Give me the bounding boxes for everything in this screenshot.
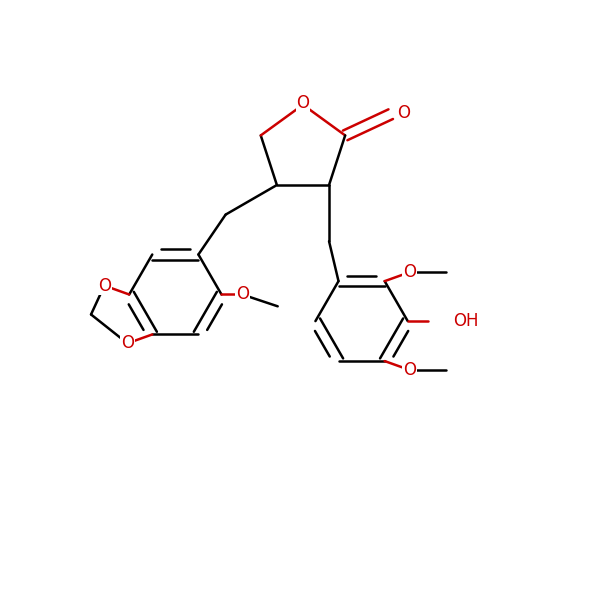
Text: O: O xyxy=(296,94,310,112)
Text: O: O xyxy=(236,286,249,304)
Text: O: O xyxy=(397,104,410,122)
Text: O: O xyxy=(403,263,416,281)
Text: O: O xyxy=(98,277,111,295)
Text: OH: OH xyxy=(453,312,479,330)
Text: O: O xyxy=(403,361,416,379)
Text: O: O xyxy=(121,334,134,352)
